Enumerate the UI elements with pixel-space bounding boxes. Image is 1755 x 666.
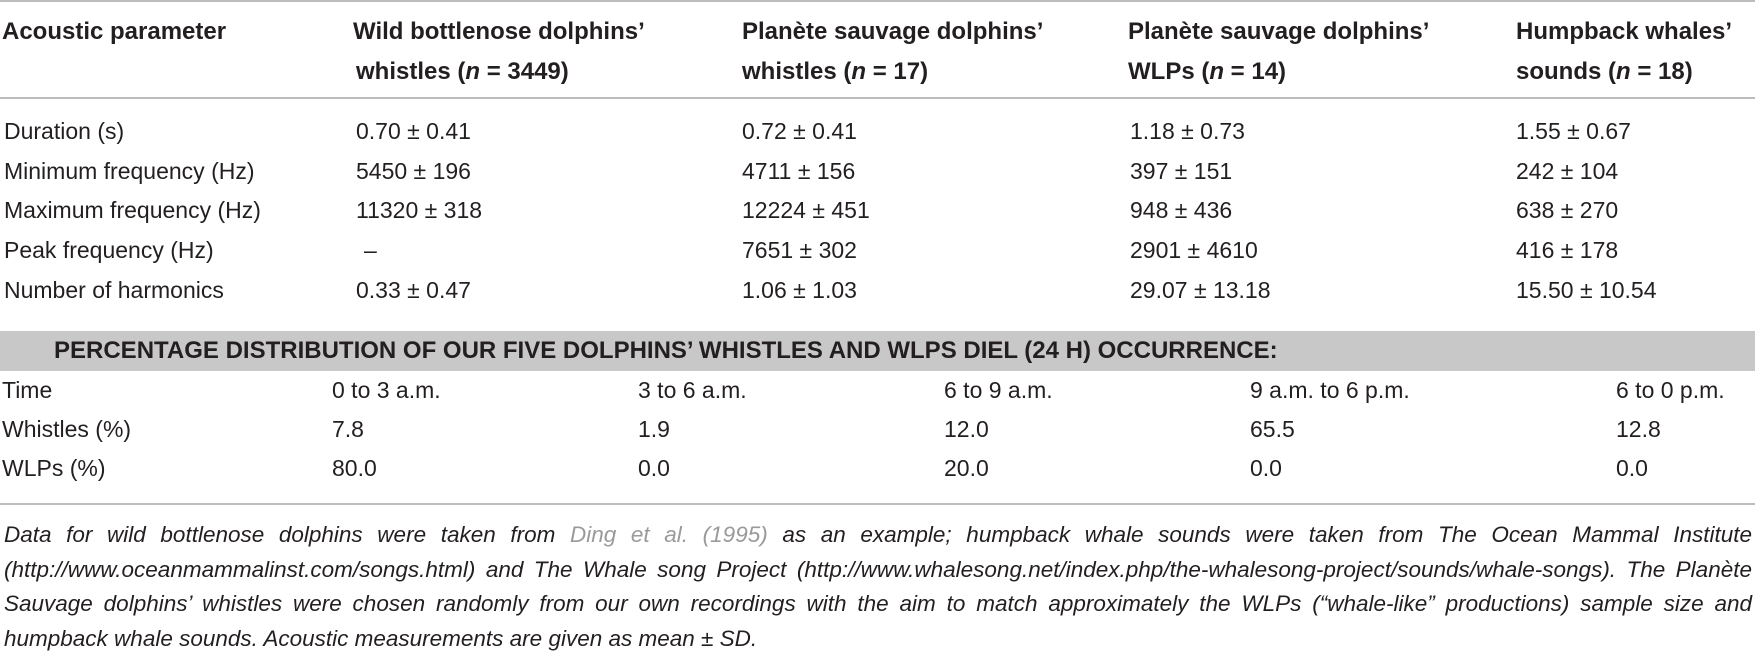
- table-cell: 1.55 ± 0.67: [1516, 118, 1631, 144]
- row-label: Duration (s): [4, 118, 125, 144]
- table-cell: 1.18 ± 0.73: [1130, 118, 1245, 144]
- header-ps-whistles-line1: Planète sauvage dolphins’: [742, 18, 1044, 45]
- table-cell: 1.9: [638, 416, 670, 442]
- header-wild-n: n: [465, 58, 481, 85]
- header-ps-wlps-label: WLPs (: [1128, 58, 1210, 85]
- header-ps-whistles-line2: whistles (n = 17): [742, 52, 928, 92]
- table-cell: 0.0: [1250, 455, 1282, 481]
- header-ps-wlps-line2: WLPs (n = 14): [1128, 52, 1286, 92]
- header-ps-wlps-count: = 14): [1224, 58, 1287, 85]
- section-header-band: PERCENTAGE DISTRIBUTION OF OUR FIVE DOLP…: [0, 331, 1755, 371]
- header-humpback-n: n: [1616, 58, 1631, 85]
- header-humpback-label: sounds (: [1516, 58, 1616, 85]
- table-cell: 12224 ± 451: [742, 197, 870, 223]
- table-cell: 20.0: [944, 455, 989, 481]
- row-label: Minimum frequency (Hz): [4, 158, 255, 184]
- header-humpback-line2: sounds (n = 18): [1516, 52, 1693, 92]
- footnote-text-start: Data for wild bottlenose dolphins were t…: [4, 522, 570, 547]
- table-cell: 29.07 ± 13.18: [1130, 277, 1271, 303]
- header-ps-wlps-n: n: [1209, 58, 1224, 85]
- table-cell: 0 to 3 a.m.: [332, 377, 441, 403]
- table-cell: 3 to 6 a.m.: [638, 377, 747, 403]
- header-rule: [0, 97, 1755, 99]
- table-cell: 6 to 9 a.m.: [944, 377, 1053, 403]
- row-label: Number of harmonics: [4, 277, 224, 303]
- row-label: Peak frequency (Hz): [4, 237, 214, 263]
- table-cell: 12.0: [944, 416, 989, 442]
- table-cell: 0.72 ± 0.41: [742, 118, 857, 144]
- row-label: Maximum frequency (Hz): [4, 197, 261, 223]
- header-humpback-count: = 18): [1630, 58, 1693, 85]
- table-cell: 7.8: [332, 416, 364, 442]
- table-footnote: Data for wild bottlenose dolphins were t…: [4, 518, 1752, 656]
- table-cell: 15.50 ± 10.54: [1516, 277, 1657, 303]
- header-humpback-line1: Humpback whales’: [1516, 18, 1733, 45]
- table-cell: 6 to 0 p.m.: [1616, 377, 1725, 403]
- header-acoustic-parameter: Acoustic parameter: [2, 18, 227, 45]
- table-cell: 0.0: [1616, 455, 1648, 481]
- table-cell: 80.0: [332, 455, 377, 481]
- table-cell: 0.33 ± 0.47: [356, 277, 471, 303]
- row-label: Time: [2, 377, 53, 403]
- table-cell: 12.8: [1616, 416, 1661, 442]
- header-wild-line2: whistles (n = 3449): [356, 52, 569, 92]
- table-cell: 0.70 ± 0.41: [356, 118, 471, 144]
- table-cell: 397 ± 151: [1130, 158, 1233, 184]
- table-cell: –: [364, 237, 377, 263]
- footnote-text-end: as an example; humpback whale sounds wer…: [4, 522, 1752, 651]
- header-ps-whistles-count: = 17): [866, 58, 929, 85]
- table-cell: 4711 ± 156: [742, 158, 856, 184]
- citation-link[interactable]: Ding et al. (1995): [570, 522, 768, 547]
- row-label: WLPs (%): [2, 455, 106, 481]
- table-cell: 242 ± 104: [1516, 158, 1619, 184]
- header-wild-line1: Wild bottlenose dolphins’: [353, 18, 645, 45]
- table-cell: 7651 ± 302: [742, 237, 857, 263]
- top-rule: [0, 0, 1755, 2]
- table-cell: 638 ± 270: [1516, 197, 1619, 223]
- table-cell: 948 ± 436: [1130, 197, 1233, 223]
- row-label: Whistles (%): [2, 416, 132, 442]
- table-cell: 1.06 ± 1.03: [742, 277, 857, 303]
- table-cell: 2901 ± 4610: [1130, 237, 1258, 263]
- header-wild-label: whistles (: [356, 58, 466, 85]
- header-ps-whistles-n: n: [851, 58, 867, 85]
- header-ps-whistles-label: whistles (: [742, 58, 852, 85]
- header-wild-count: = 3449): [480, 58, 569, 85]
- header-ps-wlps-line1: Planète sauvage dolphins’: [1128, 18, 1430, 45]
- bottom-rule: [0, 503, 1755, 505]
- table-cell: 416 ± 178: [1516, 237, 1619, 263]
- table-cell: 0.0: [638, 455, 670, 481]
- table-cell: 11320 ± 318: [356, 197, 483, 223]
- section-title: PERCENTAGE DISTRIBUTION OF OUR FIVE DOLP…: [54, 337, 1278, 364]
- table-cell: 9 a.m. to 6 p.m.: [1250, 377, 1410, 403]
- table-cell: 65.5: [1250, 416, 1295, 442]
- table-cell: 5450 ± 196: [356, 158, 471, 184]
